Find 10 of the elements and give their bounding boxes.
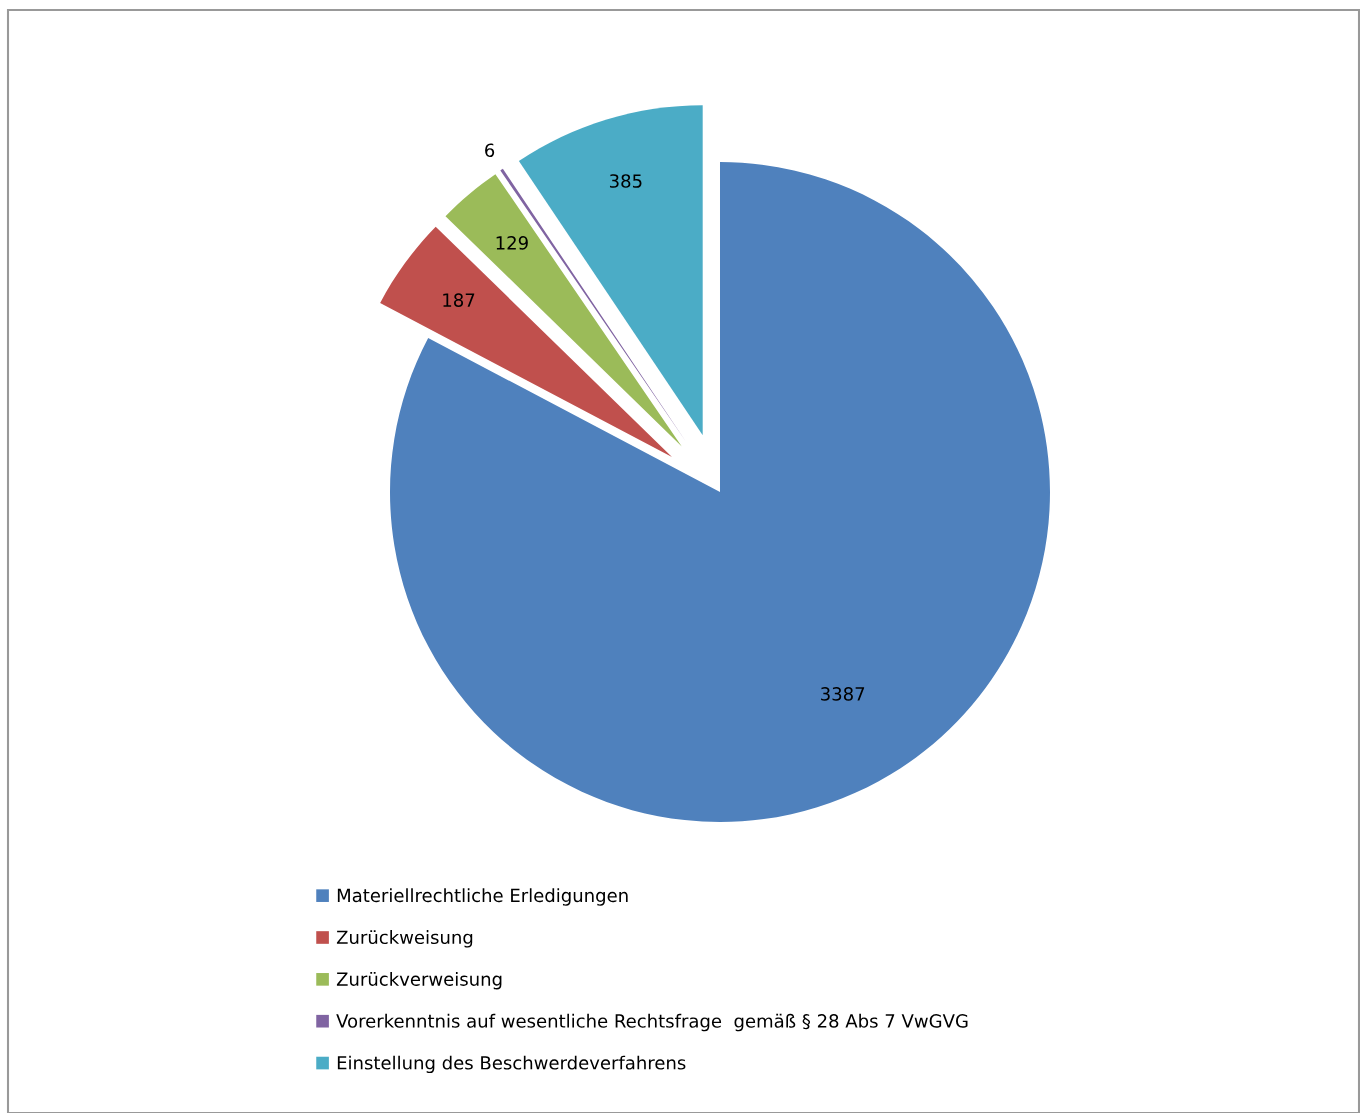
legend-label: Zurückverweisung [336, 971, 502, 990]
data-label: 129 [496, 236, 528, 250]
data-label: 187 [443, 293, 475, 307]
legend-label: Vorerkenntnis auf wesentliche Rechtsfrage gemäß § 28 Abs 7 VwGVG [336, 1013, 968, 1032]
legend-label: Einstellung des Beschwerdeverfahrens [337, 1055, 686, 1074]
data-label: 385 [609, 174, 642, 188]
legend-label: Materiellrechtliche Erledigungen [337, 888, 628, 906]
data-label: 3387 [821, 687, 865, 701]
legend-label: Zurückweisung [336, 930, 473, 948]
data-label: 6 [485, 143, 495, 158]
